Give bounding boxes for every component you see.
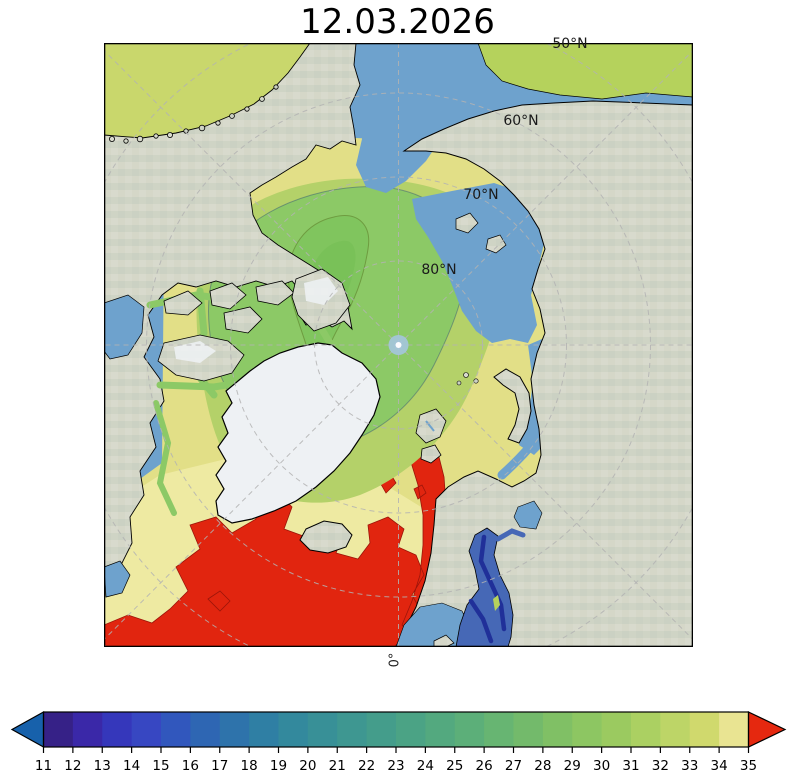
svg-text:28: 28 <box>534 758 551 774</box>
region-siberian-shelf-blue <box>412 183 545 343</box>
island-gotland <box>493 595 500 611</box>
colorbar-over-arrow <box>747 711 787 748</box>
svg-text:24: 24 <box>417 758 434 774</box>
svg-text:29: 29 <box>564 758 581 774</box>
svg-text:31: 31 <box>622 758 639 774</box>
svg-text:26: 26 <box>476 758 493 774</box>
svg-text:35: 35 <box>740 758 757 774</box>
svg-text:23: 23 <box>387 758 404 774</box>
region-gulf-of-alaska <box>104 43 310 138</box>
colorbar-under-arrow <box>10 710 45 749</box>
latitude-label: 50°N <box>552 36 588 52</box>
colorbar-segments <box>43 712 750 747</box>
map-frame <box>104 43 693 647</box>
island-severnaya <box>455 212 507 254</box>
north-pole-marker <box>388 335 409 355</box>
latitude-label: 60°N <box>503 113 539 129</box>
svg-text:21: 21 <box>329 758 346 774</box>
svg-text:12: 12 <box>64 758 81 774</box>
region-gulf-finland <box>495 528 526 542</box>
svg-text:16: 16 <box>182 758 199 774</box>
land-eurasia <box>395 100 693 647</box>
svalbard-fjord <box>425 420 435 432</box>
svg-text:20: 20 <box>299 758 316 774</box>
graticule <box>104 43 693 647</box>
region-baltic-deep <box>468 534 507 644</box>
region-white-sea <box>513 500 543 530</box>
region-bering-blue <box>356 43 486 193</box>
svg-text:14: 14 <box>123 758 140 774</box>
svg-text:22: 22 <box>358 758 375 774</box>
svg-text:32: 32 <box>652 758 669 774</box>
colorbar: 11 12 13 14 15 16 17 18 19 20 21 22 23 24 25 26 27 28 29 30… <box>10 710 787 774</box>
land-svalbard <box>415 408 447 464</box>
svg-text:33: 33 <box>681 758 698 774</box>
svg-text:19: 19 <box>270 758 287 774</box>
region-baltic <box>455 527 514 647</box>
region-stlawrence-blue <box>104 560 131 598</box>
longitude-label: 0° <box>387 652 403 668</box>
svg-text:18: 18 <box>241 758 258 774</box>
svg-text:15: 15 <box>152 758 169 774</box>
date-title: 12.03.2026 <box>300 2 495 42</box>
land-novaya-zemlya <box>493 368 532 444</box>
svg-text:27: 27 <box>505 758 522 774</box>
svg-text:25: 25 <box>446 758 463 774</box>
land-north-america <box>104 43 361 584</box>
svg-text:11: 11 <box>35 758 52 774</box>
land-greenland <box>215 342 381 524</box>
latitude-label: 70°N <box>463 187 499 203</box>
region-pechora-blue <box>497 432 543 480</box>
land-kamchatka-band <box>477 43 693 100</box>
svg-text:13: 13 <box>94 758 111 774</box>
land-franz-josef <box>456 372 479 386</box>
arctic-map <box>104 43 693 647</box>
aleutian-chain <box>109 84 279 144</box>
latitude-label: 80°N <box>421 262 457 278</box>
svg-text:30: 30 <box>593 758 610 774</box>
island-ice-caps <box>174 277 338 363</box>
svg-text:17: 17 <box>211 758 228 774</box>
svg-text:34: 34 <box>711 758 728 774</box>
land-iceland <box>299 520 353 554</box>
colorbar-ticks: 11 12 13 14 15 16 17 18 19 20 21 22 23 24 25 26 27 28 29 30… <box>35 747 757 774</box>
